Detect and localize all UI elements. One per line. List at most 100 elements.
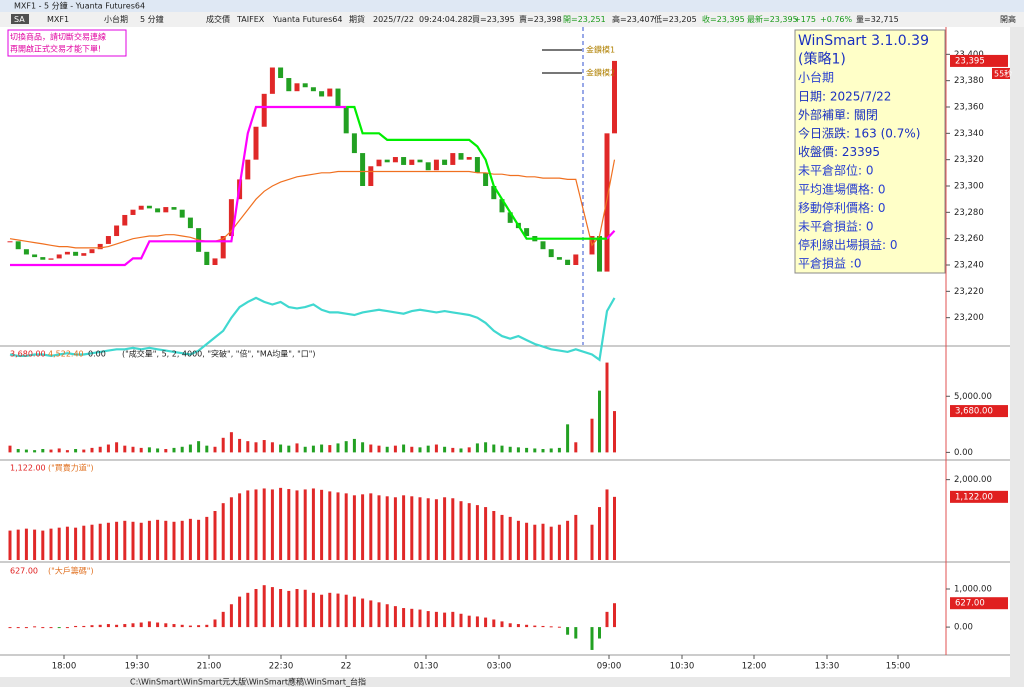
candle — [7, 241, 13, 243]
bar — [238, 596, 242, 628]
toolbar-item: Yuanta Futures64 — [272, 15, 342, 24]
bar — [352, 495, 356, 560]
bar — [262, 440, 266, 453]
bar — [393, 445, 397, 453]
bar — [533, 448, 537, 453]
candle — [433, 159, 439, 171]
y-tick-label: 23,200 — [954, 313, 984, 323]
toolbar-item: TAIFEX — [236, 15, 265, 24]
bar — [410, 608, 414, 628]
bar — [295, 589, 299, 628]
bar — [147, 447, 151, 453]
bar — [508, 516, 512, 560]
candle — [130, 209, 136, 215]
indicator-line — [9, 159, 616, 249]
bar — [164, 520, 168, 560]
candle — [163, 207, 169, 213]
candle — [507, 212, 513, 223]
bar — [541, 449, 545, 453]
candle — [491, 186, 497, 200]
bar — [238, 493, 242, 560]
warning-box — [7, 29, 127, 57]
bar — [74, 449, 78, 453]
time-label: 22 — [341, 662, 352, 672]
candle — [425, 162, 431, 171]
candle — [351, 133, 357, 154]
info-line: 小台期 — [798, 70, 834, 85]
time-label: 18:00 — [52, 662, 77, 672]
bar — [418, 609, 422, 628]
bar — [361, 494, 365, 560]
candle — [23, 249, 29, 255]
bar — [590, 418, 594, 453]
bar — [549, 526, 553, 560]
marker-label: 金鑽模1 — [586, 45, 615, 55]
panel-header: 3,680.00 — [10, 350, 46, 359]
bar — [98, 446, 102, 453]
bar — [613, 411, 616, 453]
bar — [525, 624, 529, 628]
bar — [590, 627, 594, 650]
candle — [294, 83, 300, 92]
bar — [24, 528, 28, 560]
y-tick-label: 23,300 — [954, 182, 984, 192]
candle — [597, 236, 602, 272]
bar — [344, 493, 348, 560]
info-line: 未平倉損益: 0 — [798, 219, 874, 234]
bar — [426, 611, 430, 628]
panel-header: 627.00 — [10, 567, 38, 576]
bar — [352, 438, 356, 453]
scroll-area[interactable] — [1010, 27, 1024, 677]
bar — [336, 443, 340, 453]
bar — [320, 444, 324, 453]
indicator-line — [346, 105, 607, 240]
symbol-button[interactable] — [11, 14, 29, 24]
candle — [245, 159, 251, 180]
bar — [467, 503, 471, 560]
bar — [402, 608, 406, 628]
bar — [164, 449, 168, 453]
bar — [410, 446, 414, 453]
bar — [106, 522, 110, 560]
bar — [221, 503, 225, 560]
bar — [443, 612, 447, 628]
candle — [458, 153, 464, 160]
candle — [187, 217, 193, 229]
toolbar-item: 5 分鐘 — [140, 14, 164, 24]
toolbar-item: 低=23,205 — [654, 14, 697, 24]
candle — [81, 253, 87, 256]
toolbar-item: 買=23,395 — [472, 15, 515, 24]
candle — [540, 241, 546, 250]
info-line: 未平倉部位: 0 — [798, 163, 874, 178]
panel-header: 1,122.00 — [10, 464, 46, 473]
last-value-label: 3,680.00 — [955, 407, 993, 417]
candle — [302, 83, 308, 88]
bar — [295, 490, 299, 560]
bar — [188, 518, 192, 560]
bar — [311, 488, 315, 560]
bar — [57, 527, 61, 560]
time-label: 13:30 — [815, 662, 840, 672]
candle — [392, 157, 398, 163]
info-line: 停利線出場損益: 0 — [798, 237, 898, 252]
bar — [33, 626, 37, 628]
toolbar-item: 期貨 — [349, 14, 365, 24]
bar — [566, 424, 570, 453]
bar — [65, 450, 69, 453]
bar — [385, 604, 389, 628]
y-tick-label: 23,280 — [954, 208, 984, 218]
bar — [90, 625, 94, 628]
candle — [409, 159, 415, 165]
bar — [221, 611, 225, 628]
bar — [238, 438, 242, 453]
bar — [549, 448, 553, 453]
bar — [123, 624, 127, 628]
bar — [369, 444, 373, 453]
bar — [377, 602, 381, 628]
candle — [573, 254, 579, 265]
bar — [533, 524, 537, 560]
candle — [327, 88, 333, 97]
bar — [90, 447, 94, 453]
candle — [417, 159, 423, 163]
